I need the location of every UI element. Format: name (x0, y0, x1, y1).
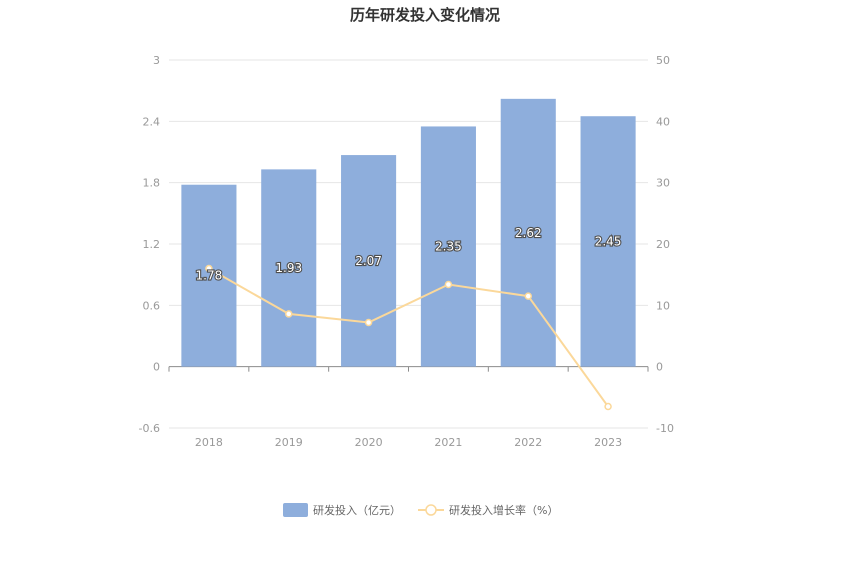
bar-data-label: 2.35 (435, 240, 462, 254)
growth-rate-point (444, 280, 453, 289)
growth-rate-point (524, 292, 532, 300)
grid-lines (169, 59, 648, 429)
bar-data-label: 1.93 (275, 261, 302, 275)
right-axis-tick-label: 0 (656, 361, 663, 374)
bar-data-label: 2.45 (595, 234, 622, 248)
growth-rate-series (205, 264, 612, 411)
right-axis-tick-label: -10 (656, 422, 674, 435)
legend-label-line: 研发投入增长率（%） (449, 503, 558, 517)
x-axis-tick-label: 2018 (195, 436, 223, 449)
x-axis: 2018 2019 2020 2021 2022 2023 (168, 366, 649, 449)
bar-data-label: 2.62 (515, 226, 542, 240)
growth-rate-point (604, 402, 612, 411)
left-axis-tick-label: 1.2 (143, 238, 161, 251)
growth-rate-point (205, 264, 213, 273)
right-axis: -10 0 10 20 30 40 50 (656, 54, 674, 435)
growth-rate-line (208, 267, 609, 408)
bar-data-labels: 1.78 1.93 2.07 2.35 2.62 2.45 (194, 225, 622, 284)
x-axis-tick-label: 2021 (434, 436, 462, 449)
legend-label-bar: 研发投入（亿元） (313, 503, 401, 517)
right-axis-tick-label: 20 (656, 238, 670, 251)
left-axis-tick-label: 3 (153, 54, 160, 67)
left-axis-tick-label: 1.8 (143, 177, 161, 190)
legend-marker-line (425, 504, 437, 516)
bar-data-label: 1.78 (196, 269, 223, 283)
left-axis-tick-label: -0.6 (139, 422, 160, 435)
right-axis-tick-label: 50 (656, 54, 670, 67)
right-axis-tick-label: 30 (656, 177, 670, 190)
legend-swatch-bar (283, 503, 308, 517)
right-axis-tick-label: 10 (656, 299, 670, 312)
bar (580, 116, 636, 367)
x-axis-tick-label: 2019 (275, 436, 303, 449)
x-axis-tick-label: 2020 (355, 436, 383, 449)
bar (420, 126, 476, 367)
chart-title: 历年研发投入变化情况 (350, 6, 500, 24)
bar (181, 184, 237, 367)
left-axis-tick-label: 2.4 (143, 115, 161, 128)
left-axis-tick-label: 0 (153, 361, 160, 374)
bar-data-label: 2.07 (355, 254, 382, 268)
growth-rate-point (285, 310, 293, 318)
left-axis-tick-label: 0.6 (143, 299, 161, 312)
bar-series (181, 98, 636, 367)
legend: 研发投入（亿元） 研发投入增长率（%） (283, 503, 558, 517)
x-axis-tick-label: 2022 (514, 436, 542, 449)
growth-rate-point (364, 318, 373, 327)
bar (261, 169, 317, 367)
bar (341, 155, 397, 367)
x-axis-tick-label: 2023 (594, 436, 622, 449)
right-axis-tick-label: 40 (656, 115, 670, 128)
left-axis: -0.6 0 0.6 1.2 1.8 2.4 3 (139, 54, 160, 435)
